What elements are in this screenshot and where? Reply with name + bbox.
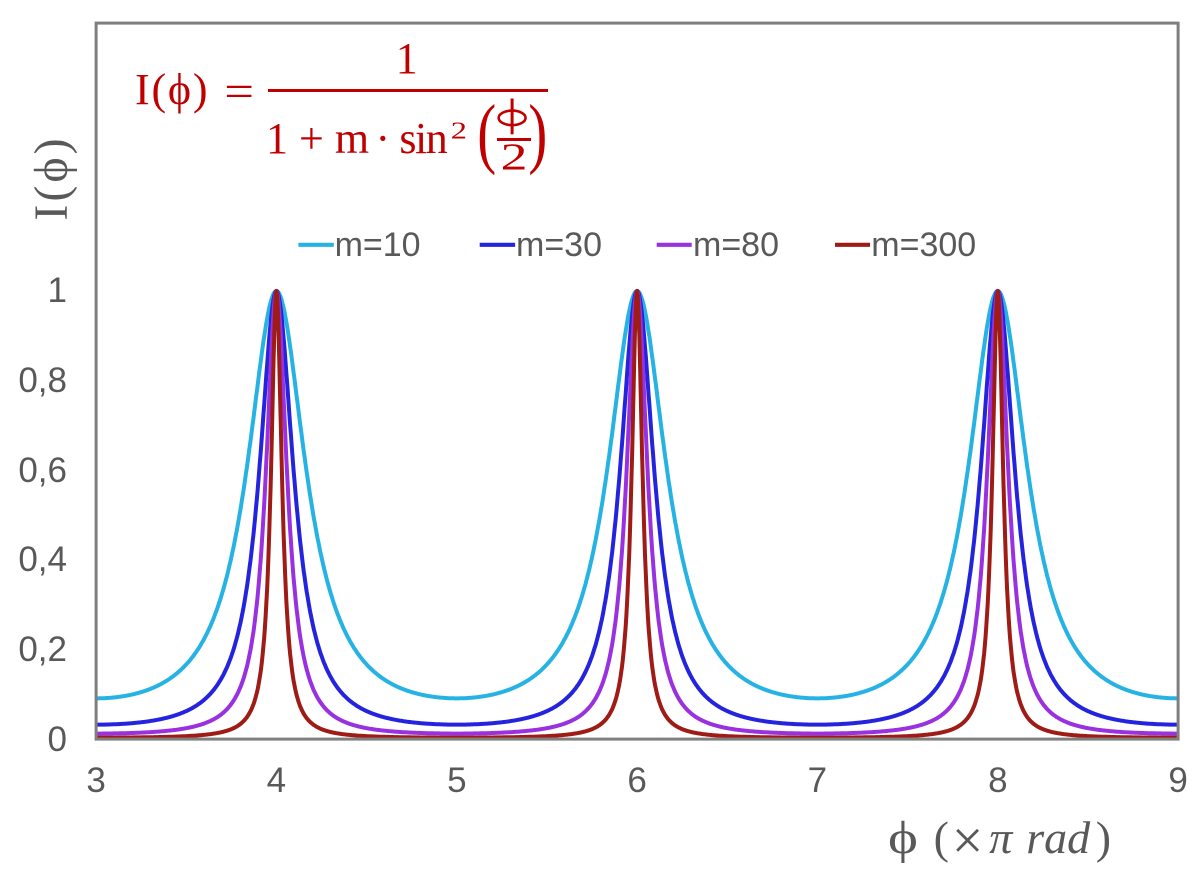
svg-text:(: ( [477,89,496,176]
svg-text:): ) [528,89,547,176]
svg-text:=: = [224,67,254,116]
svg-text:2: 2 [501,137,528,179]
svg-text:×: × [952,810,984,872]
svg-text:2: 2 [451,118,467,144]
svg-text:ϕ: ϕ [888,813,918,864]
